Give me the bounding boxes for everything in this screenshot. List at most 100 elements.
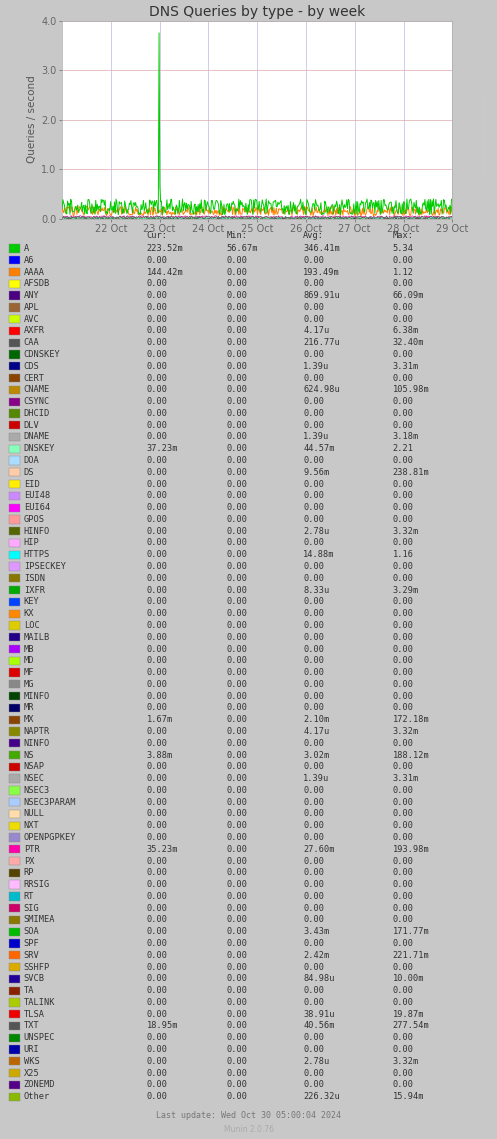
Text: 869.91u: 869.91u [303, 292, 340, 300]
Text: 0.00: 0.00 [303, 669, 324, 677]
Text: MINFO: MINFO [24, 691, 50, 700]
Text: 0.00: 0.00 [303, 562, 324, 571]
Text: Last update: Wed Oct 30 05:00:04 2024: Last update: Wed Oct 30 05:00:04 2024 [156, 1111, 341, 1120]
Text: 0.00: 0.00 [303, 574, 324, 583]
Text: TLSA: TLSA [24, 1009, 45, 1018]
Text: 0.00: 0.00 [226, 1057, 247, 1066]
Text: 0.00: 0.00 [147, 409, 167, 418]
Text: 0.00: 0.00 [147, 314, 167, 323]
Text: 3.88m: 3.88m [147, 751, 173, 760]
Text: 0.00: 0.00 [303, 456, 324, 465]
Text: 40.56m: 40.56m [303, 1022, 334, 1031]
Text: 0.00: 0.00 [147, 786, 167, 795]
Text: 0.00: 0.00 [303, 680, 324, 689]
Text: 0.00: 0.00 [303, 986, 324, 995]
Text: SSHFP: SSHFP [24, 962, 50, 972]
Text: 0.00: 0.00 [147, 1009, 167, 1018]
Text: 0.00: 0.00 [303, 739, 324, 748]
Text: 0.00: 0.00 [303, 409, 324, 418]
Text: EID: EID [24, 480, 40, 489]
Text: 0.00: 0.00 [303, 1068, 324, 1077]
Text: 0.00: 0.00 [147, 986, 167, 995]
Text: 0.00: 0.00 [393, 645, 414, 654]
Text: 0.00: 0.00 [147, 797, 167, 806]
Text: 0.00: 0.00 [393, 303, 414, 312]
Text: 223.52m: 223.52m [147, 244, 183, 253]
Text: Cur:: Cur: [147, 231, 167, 239]
Text: 0.00: 0.00 [147, 1046, 167, 1054]
Text: 0.00: 0.00 [303, 857, 324, 866]
Text: 0.00: 0.00 [393, 562, 414, 571]
Text: KX: KX [24, 609, 34, 618]
Text: NAPTR: NAPTR [24, 727, 50, 736]
Text: 0.00: 0.00 [303, 350, 324, 359]
Text: 0.00: 0.00 [226, 597, 247, 606]
Text: 193.49m: 193.49m [303, 268, 340, 277]
Text: 0.00: 0.00 [303, 810, 324, 819]
Text: 0.00: 0.00 [226, 398, 247, 407]
Text: NSAP: NSAP [24, 762, 45, 771]
Text: 0.00: 0.00 [147, 1081, 167, 1089]
Text: HTTPS: HTTPS [24, 550, 50, 559]
Text: 0.00: 0.00 [226, 633, 247, 641]
Text: 0.00: 0.00 [226, 797, 247, 806]
Text: 4.17u: 4.17u [303, 727, 330, 736]
Text: 0.00: 0.00 [393, 797, 414, 806]
Text: Other: Other [24, 1092, 50, 1101]
Text: 0.00: 0.00 [393, 480, 414, 489]
Text: AAAA: AAAA [24, 268, 45, 277]
Text: 0.00: 0.00 [226, 433, 247, 442]
Text: IPSECKEY: IPSECKEY [24, 562, 66, 571]
Text: 0.00: 0.00 [393, 903, 414, 912]
Text: 0.00: 0.00 [147, 456, 167, 465]
Text: 0.00: 0.00 [147, 420, 167, 429]
Text: 0.00: 0.00 [393, 609, 414, 618]
Text: 0.00: 0.00 [147, 951, 167, 960]
Text: 35.23m: 35.23m [147, 845, 178, 854]
Text: 1.12: 1.12 [393, 268, 414, 277]
Text: 0.00: 0.00 [147, 256, 167, 264]
Text: RRSIG: RRSIG [24, 880, 50, 890]
Text: 0.00: 0.00 [303, 491, 324, 500]
Text: LOC: LOC [24, 621, 40, 630]
Text: TXT: TXT [24, 1022, 40, 1031]
Text: 0.00: 0.00 [393, 868, 414, 877]
Text: 84.98u: 84.98u [303, 974, 334, 983]
Text: 0.00: 0.00 [226, 669, 247, 677]
Text: CERT: CERT [24, 374, 45, 383]
Text: 0.00: 0.00 [393, 892, 414, 901]
Text: WKS: WKS [24, 1057, 40, 1066]
Text: 0.00: 0.00 [226, 986, 247, 995]
Text: 0.00: 0.00 [393, 350, 414, 359]
Text: 0.00: 0.00 [147, 362, 167, 371]
Text: 0.00: 0.00 [147, 385, 167, 394]
Text: 2.10m: 2.10m [303, 715, 330, 724]
Text: 0.00: 0.00 [303, 633, 324, 641]
Text: 0.00: 0.00 [226, 526, 247, 535]
Text: 3.32m: 3.32m [393, 727, 419, 736]
Text: 0.00: 0.00 [226, 491, 247, 500]
Text: 0.00: 0.00 [226, 974, 247, 983]
Text: 0.00: 0.00 [147, 892, 167, 901]
Text: 0.00: 0.00 [393, 986, 414, 995]
Text: 0.00: 0.00 [393, 786, 414, 795]
Text: 0.00: 0.00 [226, 562, 247, 571]
Text: AXFR: AXFR [24, 327, 45, 336]
Text: 1.16: 1.16 [393, 550, 414, 559]
Text: SPF: SPF [24, 939, 40, 948]
Text: CDNSKEY: CDNSKEY [24, 350, 61, 359]
Text: SIG: SIG [24, 903, 40, 912]
Text: 0.00: 0.00 [147, 868, 167, 877]
Text: URI: URI [24, 1046, 40, 1054]
Text: 0.00: 0.00 [393, 279, 414, 288]
Text: 56.67m: 56.67m [226, 244, 257, 253]
Text: 0.00: 0.00 [393, 621, 414, 630]
Text: 0.00: 0.00 [393, 597, 414, 606]
Text: 0.00: 0.00 [226, 444, 247, 453]
Text: 0.00: 0.00 [147, 585, 167, 595]
Text: 3.31m: 3.31m [393, 775, 419, 784]
Text: 0.00: 0.00 [226, 715, 247, 724]
Text: MB: MB [24, 645, 34, 654]
Text: MD: MD [24, 656, 34, 665]
Text: 3.43m: 3.43m [303, 927, 330, 936]
